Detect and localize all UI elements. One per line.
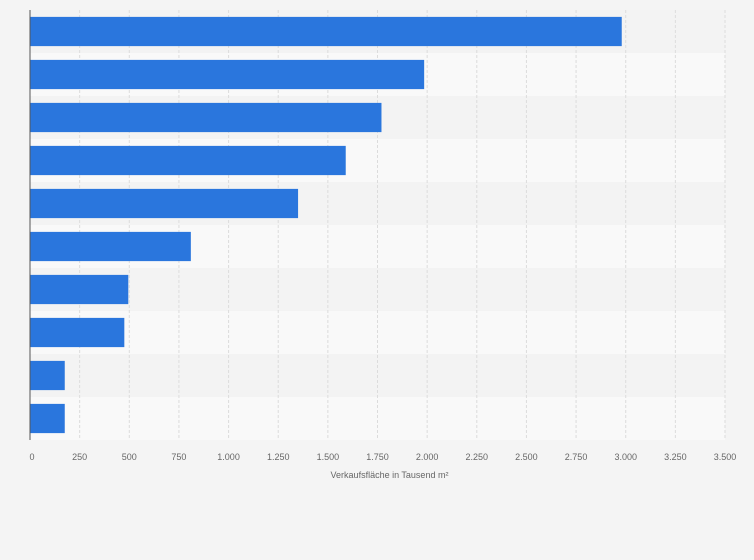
x-axis-title: Verkaufsfläche in Tausend m² [331,470,449,480]
x-tick-label: 3.500 [714,452,737,462]
x-tick-label: 1.250 [267,452,290,462]
x-tick-label: 1.000 [217,452,240,462]
bar [30,59,425,90]
row-band [30,268,725,311]
x-tick-label: 1.750 [366,452,389,462]
x-tick-label: 0 [29,452,34,462]
x-tick-label: 2.250 [466,452,489,462]
x-tick-label: 2.500 [515,452,538,462]
x-tick-label: 2.750 [565,452,588,462]
bar [30,360,65,391]
bar [30,403,65,434]
bar [30,145,346,176]
x-tick-label: 750 [171,452,186,462]
x-tick-labels: 0 250 500 750 1.000 1.250 1.500 1.750 2.000 2.250… [29,452,736,462]
bar [30,317,125,348]
bar [30,188,299,219]
bars [30,16,622,434]
bar [30,16,622,47]
x-tick-label: 1.500 [317,452,340,462]
bar [30,102,382,133]
x-tick-label: 2.000 [416,452,439,462]
bar [30,231,191,262]
bar [30,274,129,305]
x-tick-label: 3.250 [664,452,687,462]
x-tick-label: 250 [72,452,87,462]
x-tick-label: 500 [122,452,137,462]
row-band [30,397,725,440]
x-tick-label: 3.000 [614,452,637,462]
